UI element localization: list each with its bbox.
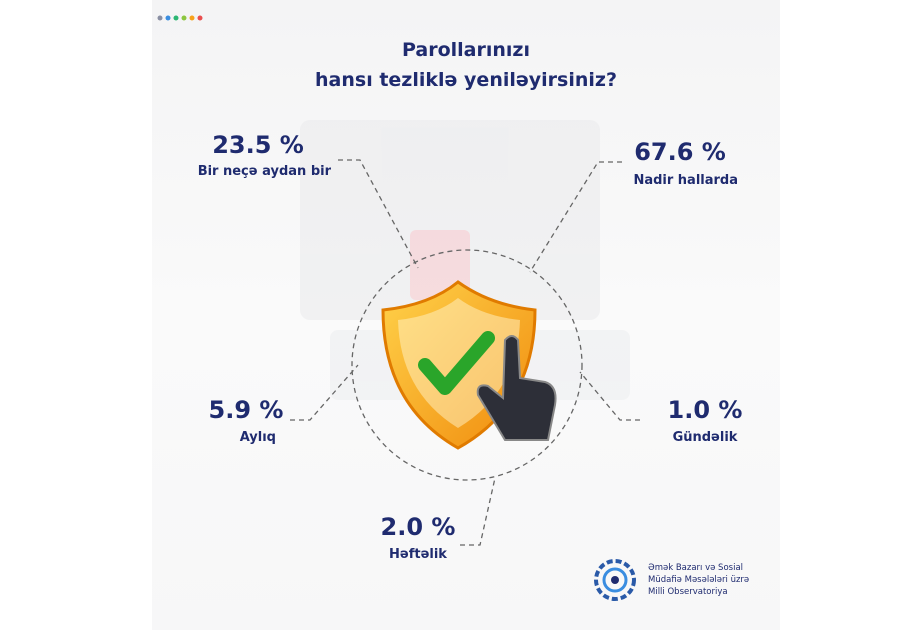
stat-value: 23.5 % <box>212 131 304 159</box>
stat-label: Bir neçə aydan bir <box>198 164 332 179</box>
connectors <box>290 159 640 546</box>
stat-label: Gündəlik <box>673 430 738 445</box>
title-line: Parollarınızı <box>402 39 530 61</box>
dots <box>157 15 203 21</box>
stat-group: 23.5 % Bir neçə aydan bir <box>198 131 332 179</box>
stat-group: 67.6 % Nadir hallarda <box>633 138 738 188</box>
logo-text: Əmək Bazarı və Sosial <box>648 563 743 573</box>
stat-group: 1.0 % Gündəlik <box>668 396 743 445</box>
stat-value: 2.0 % <box>381 513 456 541</box>
shield-icon <box>381 280 557 450</box>
stat-label: Aylıq <box>240 430 276 445</box>
logo-text: Milli Observatoriya <box>648 587 728 597</box>
logo-emblem <box>594 559 636 601</box>
stat-label: Nadir hallarda <box>633 173 738 188</box>
dashed-circle <box>351 249 583 481</box>
stat-value: 67.6 % <box>634 138 726 166</box>
stat-value: 5.9 % <box>209 396 284 424</box>
stat-group: 5.9 % Aylıq <box>209 396 284 445</box>
title-line: hansı tezliklə yeniləyirsiniz? <box>315 69 617 91</box>
stat-label: Həftəlik <box>389 547 447 562</box>
logo-text: Müdafiə Məsələləri üzrə <box>648 575 749 585</box>
stat-value: 1.0 % <box>668 396 743 424</box>
stat-group: 2.0 % Həftəlik <box>381 513 456 562</box>
